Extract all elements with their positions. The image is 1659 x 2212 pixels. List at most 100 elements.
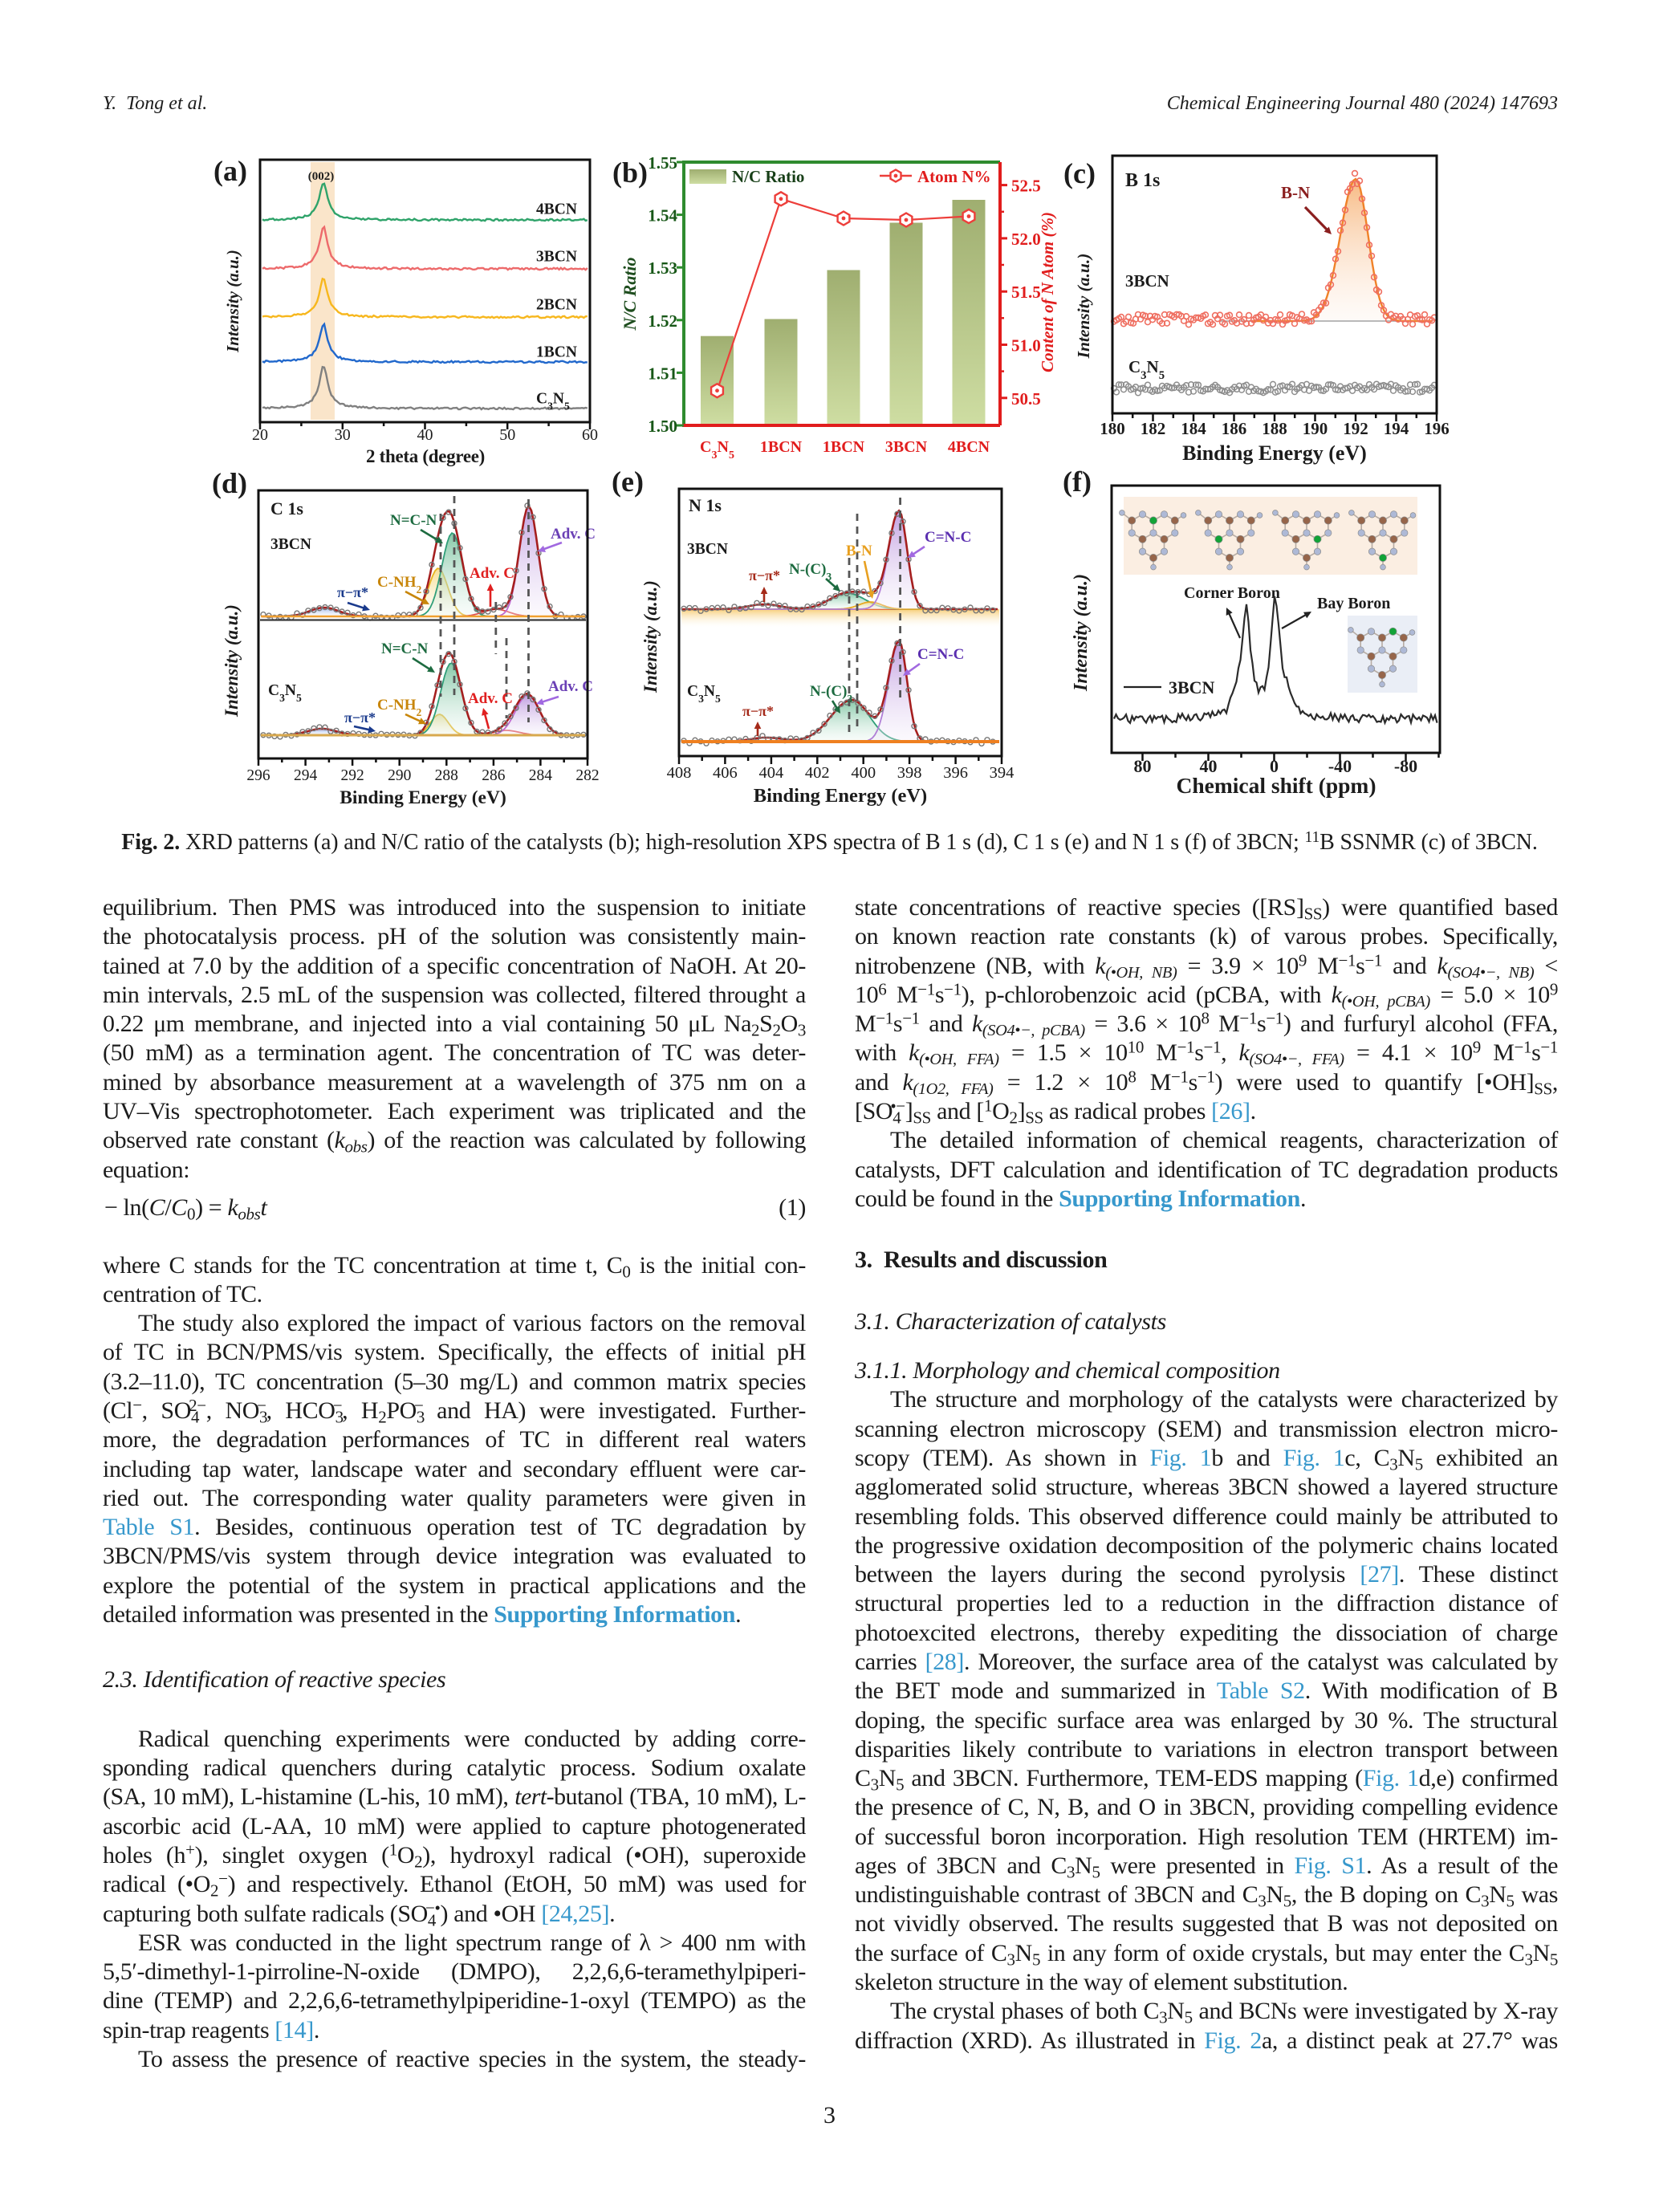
svg-text:1BCN: 1BCN	[760, 438, 803, 456]
svg-text:Bay Boron: Bay Boron	[1317, 595, 1390, 612]
svg-text:C-NH2: C-NH2	[377, 697, 422, 718]
svg-text:1BCN: 1BCN	[536, 344, 577, 361]
svg-text:N=C-N: N=C-N	[390, 512, 437, 529]
svg-text:51.0: 51.0	[1011, 336, 1041, 356]
svg-text:296: 296	[246, 767, 270, 784]
svg-text:3BCN: 3BCN	[1169, 677, 1215, 697]
svg-text:Intensity (a.u.): Intensity (a.u.)	[640, 580, 661, 693]
svg-text:B-N: B-N	[1281, 183, 1310, 202]
svg-text:N=C-N: N=C-N	[381, 640, 429, 657]
svg-text:Binding Energy (eV): Binding Energy (eV)	[340, 787, 506, 808]
svg-text:(c): (c)	[1063, 157, 1096, 189]
svg-text:50.5: 50.5	[1011, 389, 1041, 409]
svg-text:40: 40	[417, 426, 433, 444]
svg-text:π−π*: π−π*	[749, 567, 780, 583]
svg-text:404: 404	[759, 764, 784, 782]
svg-text:Intensity (a.u.): Intensity (a.u.)	[1071, 574, 1092, 692]
svg-text:C3N5: C3N5	[1128, 357, 1165, 382]
svg-text:(e): (e)	[612, 466, 644, 498]
svg-text:Adv. C: Adv. C	[551, 526, 596, 543]
svg-text:3BCN: 3BCN	[687, 541, 728, 558]
svg-text:C=N-C: C=N-C	[925, 529, 971, 546]
svg-text:396: 396	[943, 764, 968, 782]
svg-text:80: 80	[1134, 756, 1152, 776]
svg-text:Intensity (a.u.): Intensity (a.u.)	[222, 604, 242, 718]
svg-text:Binding Energy (eV): Binding Energy (eV)	[1182, 441, 1367, 465]
svg-text:282: 282	[575, 767, 599, 784]
svg-text:N-(C)3: N-(C)3	[789, 561, 832, 583]
svg-text:-40: -40	[1328, 756, 1352, 776]
svg-text:186: 186	[1222, 419, 1247, 438]
svg-text:N/C Ratio: N/C Ratio	[620, 257, 640, 331]
svg-text:196: 196	[1424, 419, 1450, 438]
svg-text:Chemical shift (ppm): Chemical shift (ppm)	[1176, 773, 1376, 798]
svg-text:1.54: 1.54	[648, 206, 677, 226]
svg-text:398: 398	[897, 764, 922, 782]
svg-text:Atom N%: Atom N%	[917, 167, 991, 186]
svg-text:30: 30	[335, 426, 351, 444]
svg-text:292: 292	[340, 767, 364, 784]
svg-text:(b): (b)	[612, 157, 648, 189]
svg-text:286: 286	[482, 767, 506, 784]
svg-text:2 theta (degree): 2 theta (degree)	[366, 446, 485, 466]
svg-text:B-N: B-N	[846, 543, 872, 559]
svg-text:194: 194	[1384, 419, 1409, 438]
svg-text:C3N5: C3N5	[700, 438, 734, 462]
svg-text:3BCN: 3BCN	[270, 536, 311, 553]
svg-text:N/C Ratio: N/C Ratio	[732, 167, 804, 186]
svg-text:394: 394	[990, 764, 1015, 782]
svg-text:1.55: 1.55	[648, 153, 677, 173]
svg-text:180: 180	[1100, 419, 1125, 438]
svg-text:52.5: 52.5	[1011, 177, 1041, 196]
svg-text:1.51: 1.51	[648, 364, 677, 383]
svg-text:406: 406	[713, 764, 738, 782]
svg-text:2BCN: 2BCN	[536, 297, 577, 314]
svg-text:(d): (d)	[212, 467, 247, 499]
svg-text:290: 290	[388, 767, 411, 784]
svg-text:288: 288	[435, 767, 458, 784]
svg-text:Intensity (a.u.): Intensity (a.u.)	[1074, 254, 1093, 360]
svg-text:Binding Energy (eV): Binding Energy (eV)	[754, 785, 927, 807]
svg-text:Adv. C: Adv. C	[548, 678, 593, 695]
svg-text:3BCN: 3BCN	[1125, 271, 1169, 291]
svg-text:1.53: 1.53	[648, 258, 677, 278]
svg-text:4BCN: 4BCN	[536, 201, 577, 218]
svg-text:π−π*: π−π*	[742, 703, 774, 719]
svg-text:(f): (f)	[1063, 466, 1092, 498]
svg-text:C 1s: C 1s	[270, 498, 303, 518]
svg-text:50: 50	[499, 426, 515, 444]
svg-text:190: 190	[1303, 419, 1328, 438]
svg-text:408: 408	[667, 764, 692, 782]
svg-text:B 1s: B 1s	[1125, 170, 1160, 191]
svg-text:-80: -80	[1394, 756, 1417, 776]
svg-text:192: 192	[1343, 419, 1368, 438]
svg-text:60: 60	[582, 426, 598, 444]
svg-text:402: 402	[805, 764, 830, 782]
svg-text:294: 294	[294, 767, 318, 784]
svg-text:C3N5: C3N5	[687, 683, 721, 705]
svg-text:40: 40	[1200, 756, 1218, 776]
svg-text:182: 182	[1141, 419, 1166, 438]
svg-text:52.0: 52.0	[1011, 230, 1041, 249]
svg-text:4BCN: 4BCN	[948, 438, 990, 456]
svg-text:1.52: 1.52	[648, 311, 677, 331]
svg-text:C3N5: C3N5	[268, 682, 302, 704]
svg-text:3BCN: 3BCN	[536, 249, 577, 266]
svg-text:3BCN: 3BCN	[885, 438, 928, 456]
svg-text:184: 184	[1181, 419, 1206, 438]
svg-text:Intensity (a.u.): Intensity (a.u.)	[223, 250, 242, 353]
svg-text:0: 0	[1270, 756, 1279, 776]
svg-text:π−π*: π−π*	[344, 710, 376, 726]
svg-text:Adv. C: Adv. C	[470, 565, 514, 582]
svg-text:(002): (002)	[308, 170, 335, 183]
svg-text:51.5: 51.5	[1011, 283, 1041, 302]
svg-text:188: 188	[1262, 419, 1287, 438]
svg-text:π−π*: π−π*	[337, 584, 368, 600]
svg-text:1BCN: 1BCN	[823, 438, 865, 456]
svg-text:(a): (a)	[213, 155, 247, 187]
svg-text:284: 284	[529, 767, 553, 784]
svg-text:400: 400	[851, 764, 876, 782]
svg-text:C=N-C: C=N-C	[917, 646, 964, 663]
svg-text:1.50: 1.50	[648, 417, 677, 436]
svg-text:C-NH2: C-NH2	[377, 574, 422, 596]
